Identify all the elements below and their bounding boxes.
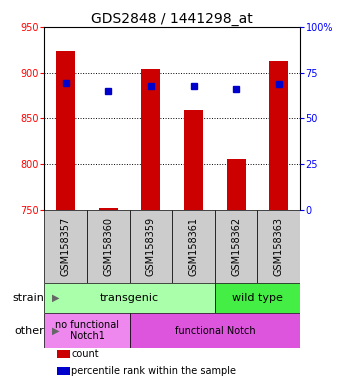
Text: percentile rank within the sample: percentile rank within the sample	[71, 366, 236, 376]
Bar	[141, 69, 161, 210]
Bar	[56, 51, 75, 210]
Bar	[44, 210, 87, 283]
Text: GSM158359: GSM158359	[146, 217, 156, 276]
Text: functional Notch: functional Notch	[175, 326, 255, 336]
Text: GSM158360: GSM158360	[103, 217, 113, 276]
Bar	[130, 210, 172, 283]
Bar	[130, 313, 300, 348]
Text: GSM158362: GSM158362	[231, 217, 241, 276]
Bar	[172, 210, 215, 283]
Bar	[215, 210, 257, 283]
Text: count: count	[71, 349, 99, 359]
Text: transgenic: transgenic	[100, 293, 159, 303]
Bar	[57, 350, 70, 358]
Text: GSM158357: GSM158357	[61, 217, 71, 276]
Bar	[57, 367, 70, 375]
Bar	[44, 283, 215, 313]
Text: GSM158363: GSM158363	[274, 217, 284, 276]
Bar	[226, 159, 246, 210]
Title: GDS2848 / 1441298_at: GDS2848 / 1441298_at	[91, 12, 253, 26]
Text: no functional
Notch1: no functional Notch1	[55, 320, 119, 341]
Text: ▶: ▶	[52, 293, 59, 303]
Bar	[257, 210, 300, 283]
Bar	[99, 208, 118, 210]
Bar	[269, 61, 288, 210]
Text: strain: strain	[13, 293, 44, 303]
Text: other: other	[15, 326, 44, 336]
Bar	[44, 313, 130, 348]
Bar	[215, 283, 300, 313]
Text: ▶: ▶	[52, 326, 59, 336]
Text: wild type: wild type	[232, 293, 283, 303]
Bar	[87, 210, 130, 283]
Bar	[184, 110, 203, 210]
Text: GSM158361: GSM158361	[189, 217, 198, 276]
